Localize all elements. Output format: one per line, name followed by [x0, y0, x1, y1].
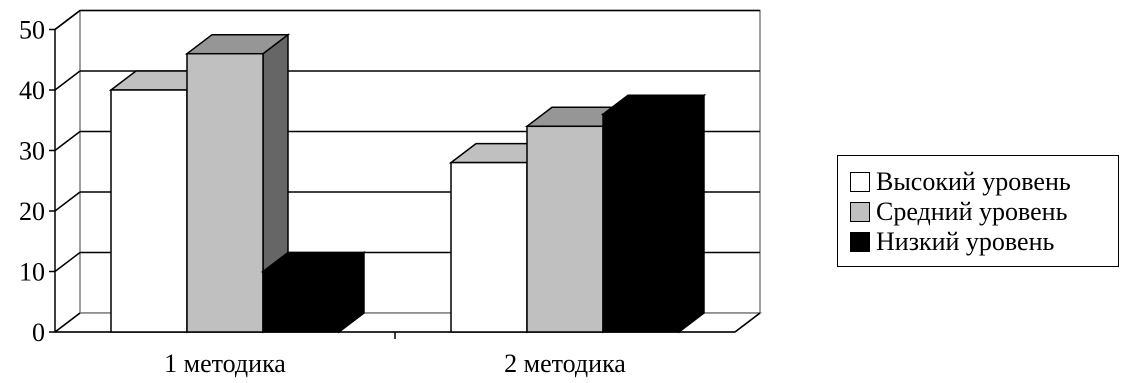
x-tick-label: 2 методика [504, 349, 626, 378]
bar [110, 89, 188, 333]
legend-label-low: Низкий уровень [876, 227, 1055, 256]
bars [108, 33, 707, 334]
gridline-depth [54, 312, 81, 333]
x-axis-end [734, 312, 761, 333]
y-tick-label: 10 [19, 258, 45, 287]
legend-swatch-medium [850, 202, 870, 222]
legend-swatch-low [850, 232, 870, 252]
x-tick-label: 1 методика [164, 349, 286, 378]
legend: Высокий уровень Средний уровень Низкий у… [837, 155, 1119, 267]
legend-item-high: Высокий уровень [850, 166, 1071, 198]
gridline-depth [54, 130, 81, 152]
bar [526, 125, 604, 333]
legend-swatch-high [850, 172, 870, 192]
legend-label-high: Высокий уровень [876, 167, 1071, 196]
bar [186, 52, 264, 333]
legend-item-low: Низкий уровень [850, 226, 1054, 258]
y-tick-label: 0 [32, 318, 45, 347]
legend-label-medium: Средний уровень [876, 197, 1068, 226]
bar [262, 270, 340, 333]
gridline-depth [54, 251, 81, 273]
bar [450, 161, 528, 333]
y-axis-top [54, 9, 81, 31]
gridline-depth [54, 70, 81, 91]
y-tick-label: 20 [19, 197, 45, 226]
bar-side [678, 93, 705, 334]
y-tick-label: 40 [19, 76, 45, 105]
gridline-depth [54, 191, 81, 212]
legend-item-medium: Средний уровень [850, 196, 1067, 228]
axis-labels: 0 10 20 30 40 50 1 методика 2 методика [19, 16, 626, 379]
y-tick-label: 30 [19, 137, 45, 166]
y-tick-label: 50 [19, 16, 45, 45]
bar [602, 113, 680, 333]
